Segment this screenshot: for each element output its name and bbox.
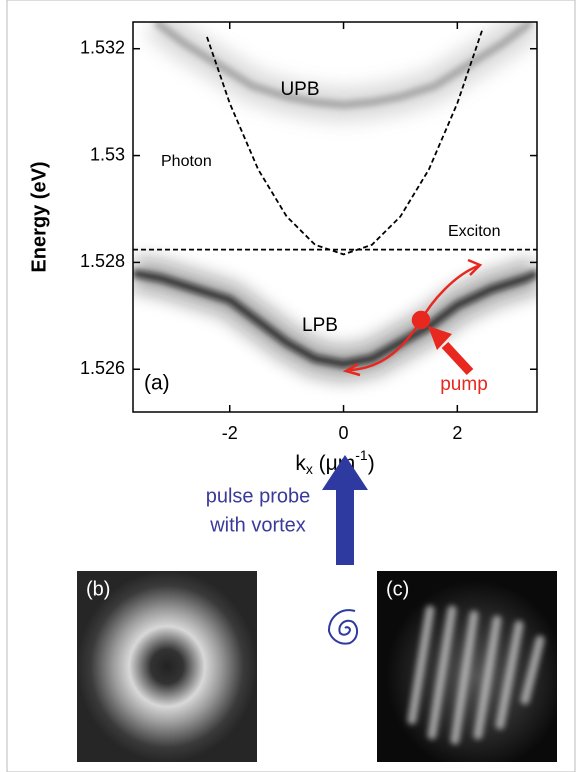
panel-a-label: (a) (144, 372, 170, 395)
x-axis-label-part: k (295, 452, 306, 475)
arrow-head-right (467, 258, 483, 276)
y-tick-label: 1.532 (80, 37, 125, 57)
exciton-label: Exciton (448, 223, 500, 240)
fringes (407, 605, 545, 745)
pump-graphic (342, 258, 483, 377)
pump-label: pump (440, 374, 488, 395)
panel-c-label: (c) (386, 578, 409, 600)
probe-label-1: pulse probe (206, 485, 311, 507)
pump-arrow-head (428, 326, 452, 350)
plot-frame (132, 21, 538, 413)
x-axis-label-part: -1 (355, 447, 368, 463)
vortex-spiral (327, 609, 359, 645)
probe-label-2: with vortex (209, 514, 306, 536)
band-core (133, 269, 537, 368)
y-tick-label: 1.526 (80, 358, 125, 378)
pump-dot (411, 310, 431, 330)
x-tick-label: 2 (452, 423, 462, 443)
figure-border (6, 0, 576, 772)
panel-b-label: (b) (86, 578, 110, 600)
image-b (77, 571, 257, 762)
x-axis-label-part: ) (368, 452, 375, 475)
arrow-head-left (342, 362, 361, 377)
plot-area (133, 22, 537, 382)
probe-arrow (322, 455, 368, 565)
upb-label: UPB (280, 79, 319, 100)
y-tick-label: 1.53 (90, 144, 125, 164)
y-tick-label: 1.528 (80, 251, 125, 271)
x-tick-label: 0 (339, 423, 349, 443)
photon-label: Photon (161, 153, 212, 170)
x-tick-label: -2 (222, 423, 238, 443)
dashed-curve (206, 27, 484, 256)
pump-arrow (441, 341, 474, 376)
x-axis-label-part: x (306, 461, 313, 477)
band-core (153, 22, 534, 109)
lpb-label: LPB (302, 315, 338, 336)
y-axis-label: Energy (eV) (28, 161, 50, 272)
